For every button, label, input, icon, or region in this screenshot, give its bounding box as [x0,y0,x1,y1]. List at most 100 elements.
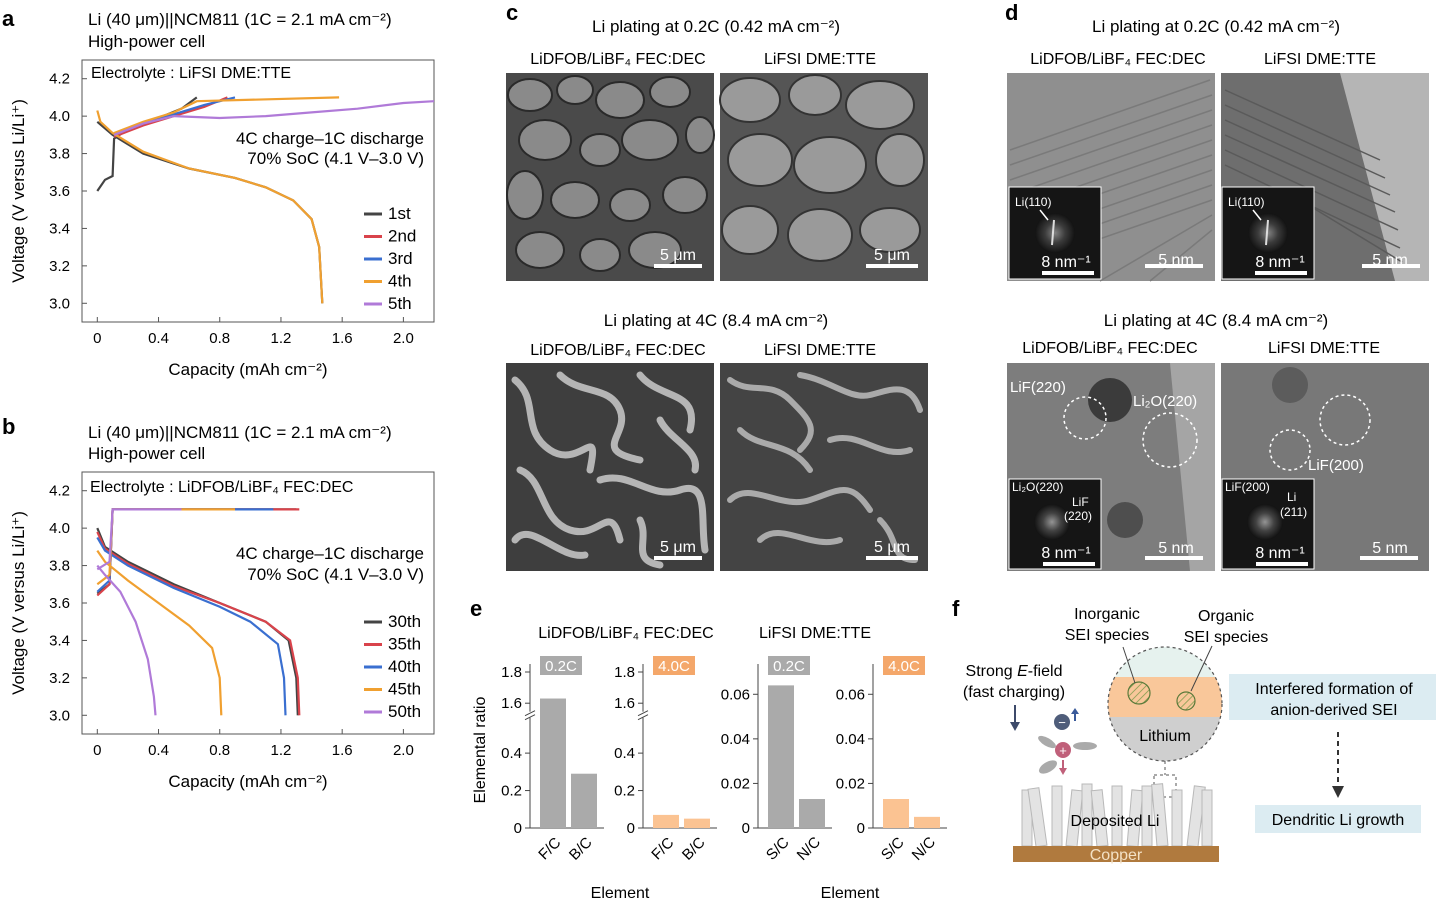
panel-a: a Li (40 μm)||NCM811 (1C = 2.1 mA cm⁻²) … [2,6,435,379]
e-ytick-label-3-0: 0 [857,820,865,837]
x-tick-label-a-4: 1.6 [332,330,353,347]
y-tick-label-b-1: 3.2 [49,670,70,687]
tem-label-lif220: LiF(220) [1010,379,1066,396]
sem-title-top: Li plating at 0.2C (0.42 mA cm⁻²) [592,17,840,36]
panel-letter-b: b [2,414,15,439]
x-tick-label-b-5: 2.0 [393,742,414,759]
e-bar-0-1 [571,773,597,828]
sem-col-right-top: LiFSI DME:TTE [764,51,876,68]
e-ytick-label-1-4: 1.8 [614,664,635,681]
annotation-line2-a: 70% SoC (4.1 V–3.0 V) [247,149,424,168]
tem-scale-2: 5 nm [1372,252,1408,269]
e-ytick-label-2-3: 0.06 [721,686,750,703]
e-cat-label-2-1: N/C [794,834,824,864]
xps-group-right: LiFSI DME:TTE [759,625,871,642]
y-tick-label-a-3: 3.6 [49,183,70,200]
e-ytick-label-3-1: 0.02 [836,775,865,792]
scale-label-sem-3: 5 μm [660,539,696,556]
fft-scale-2: 8 nm⁻¹ [1255,254,1304,271]
series-b-2-discharge [96,536,287,716]
sei-bubble: Lithium [1107,645,1223,798]
series-a-3-discharge [96,110,324,304]
e-ytick-label-0-3: 1.6 [501,695,522,712]
legend-label-b-0: 30th [388,612,421,631]
sem-image-4c-lifsi: 5 μm [720,363,928,571]
deposited-li-dendrites: Deposited Li [1021,783,1213,848]
panel-letter-c: c [506,0,518,25]
sem-title-bottom: Li plating at 4C (8.4 mA cm⁻²) [604,311,828,330]
tem-scale-4: 5 nm [1372,540,1408,557]
legend-label-b-2: 40th [388,657,421,676]
organic-label-1: Organic [1198,608,1254,625]
y-tick-label-b-6: 4.2 [49,483,70,500]
cell-title-a: Li (40 μm)||NCM811 (1C = 2.1 mA cm⁻²) [88,10,392,29]
e-cat-label-2-0: S/C [763,834,793,864]
xps-ylabel: Elemental ratio [472,697,489,804]
e-ytick-label-1-0: 0 [627,820,635,837]
annotation-line1-b: 4C charge–1C discharge [236,544,424,563]
e-bar-2-0 [768,685,794,828]
e-rate-tag-bg-0 [540,656,582,675]
legend-label-b-4: 50th [388,702,421,721]
legend-label-a-2: 3rd [388,249,413,268]
efield-label-1: Strong E-field [966,663,1063,680]
dendrite-growth-box: Dendritic Li growth [1255,805,1421,833]
fft-scale-3: 8 nm⁻¹ [1041,545,1090,562]
e-axis-break-a-1 [637,710,649,717]
copper-label: Copper [1090,847,1143,864]
tem-col-right-top: LiFSI DME:TTE [1264,51,1376,68]
series-a-3-charge [113,96,340,135]
annotation-line2-b: 70% SoC (4.1 V–3.0 V) [247,565,424,584]
fft-label-5: LiF(200) [1225,480,1270,494]
deposited-li-label: Deposited Li [1071,813,1160,830]
panel-b: b Li (40 μm)||NCM811 (1C = 2.1 mA cm⁻²) … [2,414,435,791]
e-ytick-label-1-3: 1.6 [614,695,635,712]
panel-letter-a: a [2,6,15,31]
sem-col-left-top: LiDFOB/LiBF₄ FEC:DEC [530,51,705,68]
x-axis-label-a: Capacity (mAh cm⁻²) [168,360,327,379]
e-bar-0-0 [540,698,566,828]
e-bar-3-1 [914,816,940,828]
y-tick-label-a-6: 4.2 [49,71,70,88]
panel-d: d Li plating at 0.2C (0.42 mA cm⁻²) LiDF… [1005,0,1429,571]
cell-title-b: Li (40 μm)||NCM811 (1C = 2.1 mA cm⁻²) [88,423,392,442]
e-axis-break-gap-0 [525,711,535,718]
tem-image-02c-lifsi: Li(110) 8 nm⁻¹ 5 nm [1221,73,1429,281]
e-rate-tag-2: 0.2C [773,658,805,675]
legend-label-b-1: 35th [388,635,421,654]
efield-arrow-icon [1010,705,1020,731]
fft-label-4a: LiF [1072,495,1089,509]
ion-cluster-icon: − + [1038,708,1097,775]
x-tick-label-b-2: 0.8 [209,742,230,759]
xps-xlabel-right: Element [821,885,880,899]
series-b-4-charge [96,508,182,571]
e-bar-1-1 [684,818,710,828]
e-ytick-label-1-1: 0.2 [614,783,635,800]
svg-text:Dendritic Li growth: Dendritic Li growth [1272,812,1405,829]
e-bar-2-1 [799,799,825,828]
legend-label-a-0: 1st [388,204,411,223]
e-cat-label-3-1: N/C [909,834,939,864]
scale-label-sem-2: 5 μm [874,247,910,264]
e-ytick-label-0-0: 0 [514,820,522,837]
series-b-3-discharge [96,549,223,716]
sei-formation-box: Interfered formation of anion-derived SE… [1229,674,1436,720]
electrolyte-label-a: Electrolyte : LiFSI DME:TTE [91,65,291,82]
fft-scale-1: 8 nm⁻¹ [1041,254,1090,271]
plot-area-b: 0 0.4 0.8 1.2 1.6 2.0 3.0 3.2 3.4 3.6 3.8 4.0 4.2 Cap… [9,483,414,791]
x-tick-label-b-3: 1.2 [271,742,292,759]
sem-col-right-bottom: LiFSI DME:TTE [764,342,876,359]
fft-label-3: Li₂O(220) [1012,480,1063,494]
e-cat-label-0-1: B/C [566,834,596,864]
e-rate-tag-0: 0.2C [545,658,577,675]
tem-col-left-bottom: LiDFOB/LiBF₄ FEC:DEC [1022,340,1197,357]
x-tick-label-a-5: 2.0 [393,330,414,347]
plot-area-a: 0 0.4 0.8 1.2 1.6 2.0 3.0 3.2 3.4 3.6 3.8 4.0 4.2 Cap… [9,71,435,379]
fft-scale-4: 8 nm⁻¹ [1255,545,1304,562]
sem-image-02c-lifsi: 5 μm [719,73,928,281]
fft-label-6a: Li [1287,490,1296,504]
fft-label-2: Li(110) [1228,195,1264,209]
tem-scale-1: 5 nm [1158,252,1194,269]
x-tick-label-a-2: 0.8 [209,330,230,347]
